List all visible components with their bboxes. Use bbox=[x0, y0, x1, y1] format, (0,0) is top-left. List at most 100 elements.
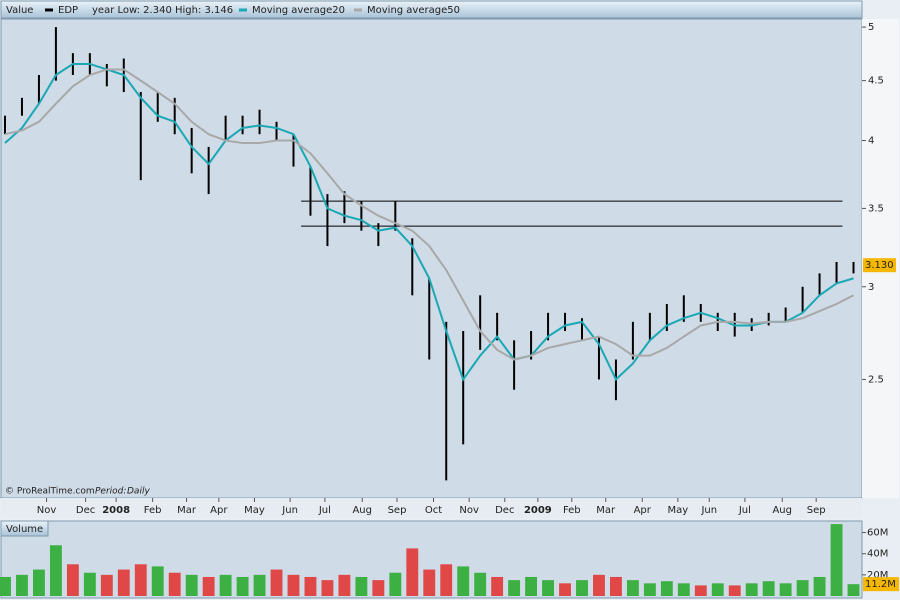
y-tick-label: 3 bbox=[868, 282, 874, 293]
volume-bar bbox=[406, 548, 419, 596]
last-value-box bbox=[863, 258, 896, 273]
volume-bar bbox=[762, 581, 775, 596]
y-tick-label: 20M bbox=[867, 570, 888, 581]
volume-bar bbox=[253, 574, 266, 596]
volume-bar bbox=[270, 569, 283, 596]
last-value-label: 11.2M bbox=[865, 579, 896, 590]
x-tick-label: Feb bbox=[144, 505, 162, 516]
volume-bar bbox=[151, 566, 164, 596]
x-tick-label: Mar bbox=[177, 505, 197, 516]
x-tick-label: Jul bbox=[738, 505, 751, 516]
volume-bar bbox=[711, 583, 724, 596]
x-tick-label: Dec bbox=[495, 505, 514, 516]
x-tick-label: Jun bbox=[700, 505, 717, 516]
volume-bar bbox=[83, 572, 96, 596]
volume-bar bbox=[219, 574, 232, 596]
x-tick-label: 2009 bbox=[524, 505, 552, 516]
volume-bar bbox=[593, 574, 605, 596]
panel-label: Volume bbox=[6, 524, 43, 535]
volume-header bbox=[0, 520, 49, 537]
x-tick-label: May bbox=[668, 505, 689, 516]
panel-label: Value bbox=[6, 5, 33, 16]
x-tick-label: 2008 bbox=[102, 505, 130, 516]
volume-bar bbox=[185, 574, 198, 596]
legend-entry: EDP bbox=[58, 5, 78, 16]
volume-bar bbox=[423, 569, 436, 596]
x-tick-label: Jun bbox=[281, 505, 298, 516]
volume-bar bbox=[117, 569, 130, 596]
volume-bar bbox=[33, 569, 45, 596]
x-tick-label: May bbox=[244, 505, 265, 516]
credit: © ProRealTime.com bbox=[5, 487, 95, 497]
volume-bar bbox=[508, 580, 521, 596]
legend-entry: Moving average50 bbox=[367, 5, 460, 16]
volume-bar bbox=[745, 583, 758, 596]
last-value-label: 3.130 bbox=[865, 260, 894, 271]
period-label: Period: bbox=[95, 487, 126, 497]
x-tick-label: Nov bbox=[37, 505, 57, 516]
legend-entry: Moving average20 bbox=[252, 5, 345, 16]
moving-average-line bbox=[4, 68, 854, 361]
x-tick-label: Nov bbox=[459, 505, 479, 516]
x-tick-label: Dec bbox=[76, 505, 95, 516]
x-tick-label: Jul bbox=[318, 505, 331, 516]
y-tick-label: 5 bbox=[868, 22, 874, 33]
volume-bar bbox=[728, 585, 741, 596]
x-tick-label: Aug bbox=[352, 505, 372, 516]
x-tick-label: Aug bbox=[772, 505, 792, 516]
last-value-box bbox=[863, 577, 899, 592]
volume-bar bbox=[677, 583, 690, 596]
volume-bar bbox=[830, 524, 843, 596]
volume-bar bbox=[542, 580, 554, 596]
volume-bar bbox=[304, 576, 317, 596]
y-tick-label: 4.5 bbox=[868, 76, 884, 87]
header-bar bbox=[0, 0, 863, 19]
volume-bar bbox=[525, 576, 538, 596]
volume-bar bbox=[355, 576, 368, 596]
volume-bar bbox=[321, 580, 334, 596]
volume-bar bbox=[457, 566, 470, 596]
volume-bar bbox=[779, 583, 792, 596]
volume-bar bbox=[694, 585, 707, 596]
volume-bar bbox=[134, 564, 147, 596]
volume-bar bbox=[440, 564, 453, 596]
volume-bar bbox=[338, 574, 351, 596]
period: Daily bbox=[127, 487, 150, 497]
price-plot bbox=[0, 18, 863, 499]
volume-bar bbox=[576, 580, 588, 596]
x-tick-label: Mar bbox=[596, 505, 616, 516]
volume-bar bbox=[559, 583, 571, 596]
range-note: year Low: 2.340 High: 3.146 bbox=[92, 5, 233, 16]
volume-bar bbox=[66, 564, 79, 596]
y-tick-label: 4 bbox=[868, 136, 874, 147]
volume-bar bbox=[609, 576, 622, 596]
volume-bar bbox=[660, 581, 673, 596]
volume-bar bbox=[643, 583, 656, 596]
volume-bar bbox=[813, 576, 826, 596]
date-axis bbox=[1, 498, 862, 518]
volume-bar bbox=[236, 576, 249, 596]
x-tick-label: Sep bbox=[807, 505, 826, 516]
x-tick-label: Sep bbox=[388, 505, 407, 516]
volume-bar bbox=[491, 576, 504, 596]
volume-bar bbox=[287, 574, 300, 596]
y-tick-label: 2.5 bbox=[868, 374, 884, 385]
volume-bar bbox=[474, 572, 487, 596]
volume-bar bbox=[168, 572, 181, 596]
x-tick-label: Oct bbox=[425, 505, 442, 516]
volume-bar bbox=[847, 584, 860, 596]
volume-bar bbox=[202, 576, 215, 596]
volume-bar bbox=[49, 545, 62, 596]
y-tick-label: 40M bbox=[867, 549, 888, 560]
volume-bar bbox=[626, 580, 639, 596]
y-tick-label: 3.5 bbox=[868, 203, 884, 214]
x-tick-label: Feb bbox=[563, 505, 581, 516]
volume-bar bbox=[16, 574, 28, 596]
volume-bar bbox=[372, 580, 385, 596]
volume-bar bbox=[0, 576, 11, 596]
volume-bar bbox=[796, 580, 809, 596]
y-tick-label: 60M bbox=[867, 528, 888, 539]
x-tick-label: Apr bbox=[634, 505, 652, 516]
moving-average-line bbox=[4, 62, 854, 382]
